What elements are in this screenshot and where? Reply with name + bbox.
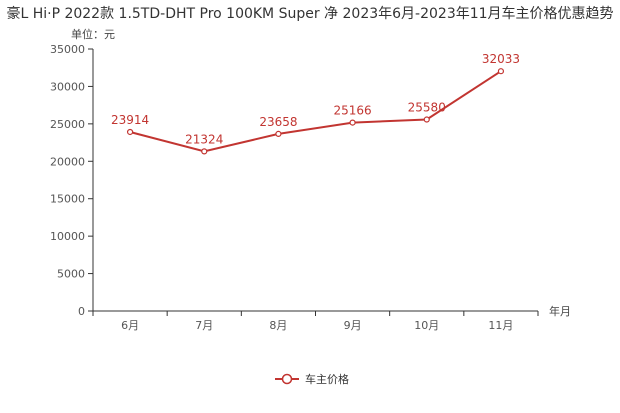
data-label: 23914 <box>111 113 149 127</box>
series-line <box>129 70 502 153</box>
x-tick-label: 8月 <box>269 319 287 332</box>
x-tick-label: 11月 <box>488 319 513 332</box>
data-label: 25580 <box>408 101 446 115</box>
data-point[interactable] <box>275 130 282 138</box>
y-tick-label: 20000 <box>50 155 85 168</box>
data-point[interactable] <box>126 128 134 136</box>
data-label: 25166 <box>333 104 371 118</box>
data-point[interactable] <box>349 119 356 126</box>
x-tick-label: 7月 <box>195 319 213 332</box>
x-tick-label: 9月 <box>344 319 362 332</box>
x-tick-label: 6月 <box>121 319 139 332</box>
legend-marker-icon <box>281 373 293 385</box>
y-axis-title: 单位：元 <box>71 27 115 41</box>
y-tick-label: 0 <box>78 305 85 318</box>
x-tick-label: 10月 <box>414 319 439 332</box>
x-axis-title: 年月 <box>549 304 571 318</box>
y-tick-label: 25000 <box>50 118 85 131</box>
y-tick-label: 5000 <box>57 268 85 281</box>
data-point[interactable] <box>201 148 208 155</box>
data-label: 21324 <box>185 132 223 146</box>
y-tick-label: 30000 <box>50 80 85 93</box>
y-tick-label: 35000 <box>50 43 85 56</box>
y-tick-label: 10000 <box>50 230 85 243</box>
y-tick-label: 15000 <box>50 193 85 206</box>
legend[interactable]: 车主价格 <box>275 372 349 386</box>
legend-label: 车主价格 <box>305 372 349 386</box>
data-label: 32033 <box>482 52 520 66</box>
data-label: 23658 <box>259 115 297 129</box>
data-point[interactable] <box>423 116 430 123</box>
data-point[interactable] <box>497 68 505 75</box>
chart-title: 豪L Hi·P 2022款 1.5TD-DHT Pro 100KM Super … <box>6 6 614 22</box>
